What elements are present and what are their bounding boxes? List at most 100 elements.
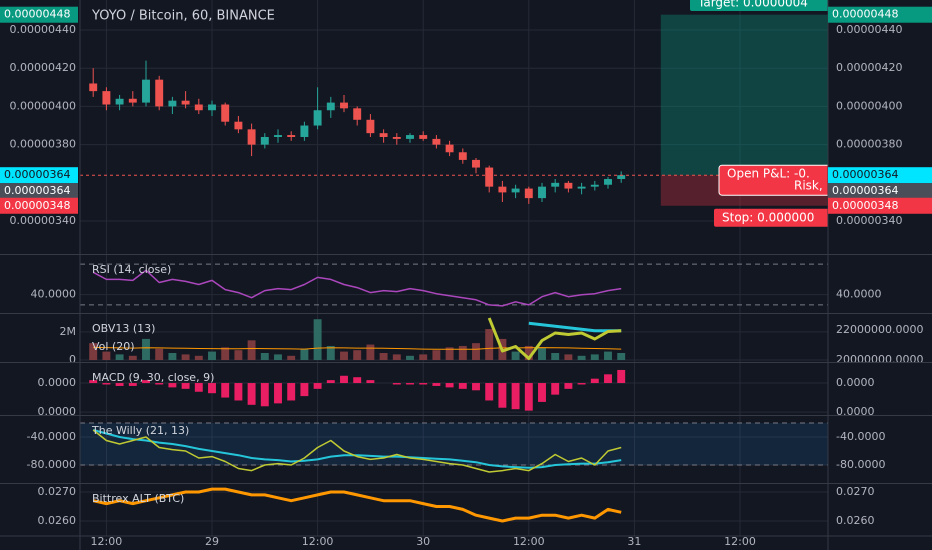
candle-body <box>128 98 137 103</box>
right-tick-label: -40.0000 <box>836 430 885 443</box>
histogram-bar <box>458 383 467 389</box>
indicator-line <box>487 317 622 360</box>
candle-body <box>472 159 480 168</box>
x-tick-label: 29 <box>205 535 219 548</box>
candle-body <box>168 100 177 107</box>
candle-body <box>538 186 546 199</box>
histogram-bar <box>326 380 335 384</box>
right-tick-label: 0.0270 <box>836 485 875 498</box>
right-tick-label: 0.0000 <box>836 405 875 418</box>
left-tick-label: 0.00000340 <box>10 214 76 227</box>
histogram-bar <box>590 378 599 384</box>
price-tag-label: 0.00000348 <box>4 199 70 212</box>
volume-bar <box>181 354 190 361</box>
histogram-bar <box>432 383 441 386</box>
left-tick-label: 40.0000 <box>31 288 77 301</box>
histogram-bar <box>551 383 560 395</box>
indicator-label: OBV13 (13) <box>92 322 155 335</box>
x-tick-label: 12:00 <box>724 535 756 548</box>
candle-body <box>287 135 296 137</box>
candle-body <box>617 175 626 180</box>
left-tick-label: -80.0000 <box>27 458 76 471</box>
left-tick-label: 0.00000440 <box>10 23 76 36</box>
x-tick-label: 12:00 <box>513 535 545 548</box>
histogram-bar <box>274 383 282 404</box>
left-tick-label: 0.0000 <box>38 405 77 418</box>
stop-label: Stop: 0.000000 <box>722 210 814 224</box>
histogram-bar <box>287 383 296 401</box>
candle-body <box>604 179 612 185</box>
left-tick-label: 0.00000420 <box>10 61 76 74</box>
indicator-label: Bittrex ALT (BTC) <box>92 492 184 505</box>
volume-bar <box>326 345 335 361</box>
candle-body <box>406 135 414 139</box>
histogram-bar <box>168 383 177 388</box>
volume-bar <box>445 347 454 361</box>
price-tag <box>0 167 78 184</box>
histogram-bar <box>181 383 190 389</box>
candle-body <box>208 104 216 111</box>
histogram-bar <box>260 383 269 407</box>
volume-bar <box>168 352 177 361</box>
histogram-bar <box>115 383 124 386</box>
candle-body <box>590 184 599 187</box>
volume-bar <box>300 348 309 361</box>
x-tick-label: 12:00 <box>91 535 123 548</box>
histogram-bar <box>419 383 428 385</box>
volume-bar <box>260 352 269 361</box>
histogram-bar <box>221 383 230 398</box>
left-tick-label: -40.0000 <box>27 430 76 443</box>
candle-body <box>155 79 164 107</box>
histogram-bar <box>617 369 626 384</box>
candle-body <box>419 135 428 139</box>
indicator-line <box>92 487 622 523</box>
histogram-bar <box>604 374 612 384</box>
histogram-bar <box>366 380 375 384</box>
price-tag-label: 0.00000364 <box>832 184 898 197</box>
candle-body <box>142 79 150 103</box>
histogram-bar <box>472 383 480 391</box>
price-tag <box>0 197 78 214</box>
pnl-label-box <box>718 164 828 196</box>
candle-body <box>458 152 467 160</box>
right-tick-label: -80.0000 <box>836 458 885 471</box>
candle-body <box>340 102 348 109</box>
volume-bar <box>419 354 428 361</box>
histogram-bar <box>511 383 520 410</box>
left-tick-label: 0.0270 <box>38 485 77 498</box>
right-tick-label: 40.0000 <box>836 288 882 301</box>
histogram-bar <box>340 375 348 384</box>
candle-body <box>366 119 375 134</box>
price-tag <box>0 6 78 23</box>
price-tag-label: 0.00000348 <box>832 199 898 212</box>
stop-label-box <box>714 208 828 227</box>
price-tag-label: 0.00000364 <box>4 184 70 197</box>
candle-body <box>392 136 401 139</box>
volume-bar <box>406 355 414 361</box>
right-tick-label: 0.00000400 <box>836 99 902 112</box>
indicator-line <box>93 346 622 350</box>
right-tick-label: 0.00000380 <box>836 138 902 151</box>
price-tag <box>0 183 78 200</box>
candle-body <box>524 188 533 199</box>
indicator-line <box>92 269 622 307</box>
volume-bar <box>142 338 150 361</box>
histogram-bar <box>300 383 309 397</box>
histogram-bar <box>445 383 454 388</box>
price-tag-label: 0.00000448 <box>832 8 898 21</box>
volume-bar <box>313 319 322 361</box>
plot-area: Target: 0.0000004 Open P&L: -0.Risk, Stop:… <box>80 0 828 523</box>
histogram-bar <box>564 383 573 389</box>
candle-body <box>102 91 111 105</box>
volume-bar <box>221 347 230 361</box>
volume-bar <box>458 345 467 361</box>
histogram-bar <box>128 383 137 386</box>
indicator-label: RSI (14, close) <box>92 263 171 276</box>
volume-bar <box>485 329 494 361</box>
volume-bar <box>472 343 480 361</box>
chart-title: YOYO / Bitcoin, 60, BINANCE <box>91 9 275 24</box>
candle-body <box>432 138 441 145</box>
candle-body <box>115 98 124 105</box>
